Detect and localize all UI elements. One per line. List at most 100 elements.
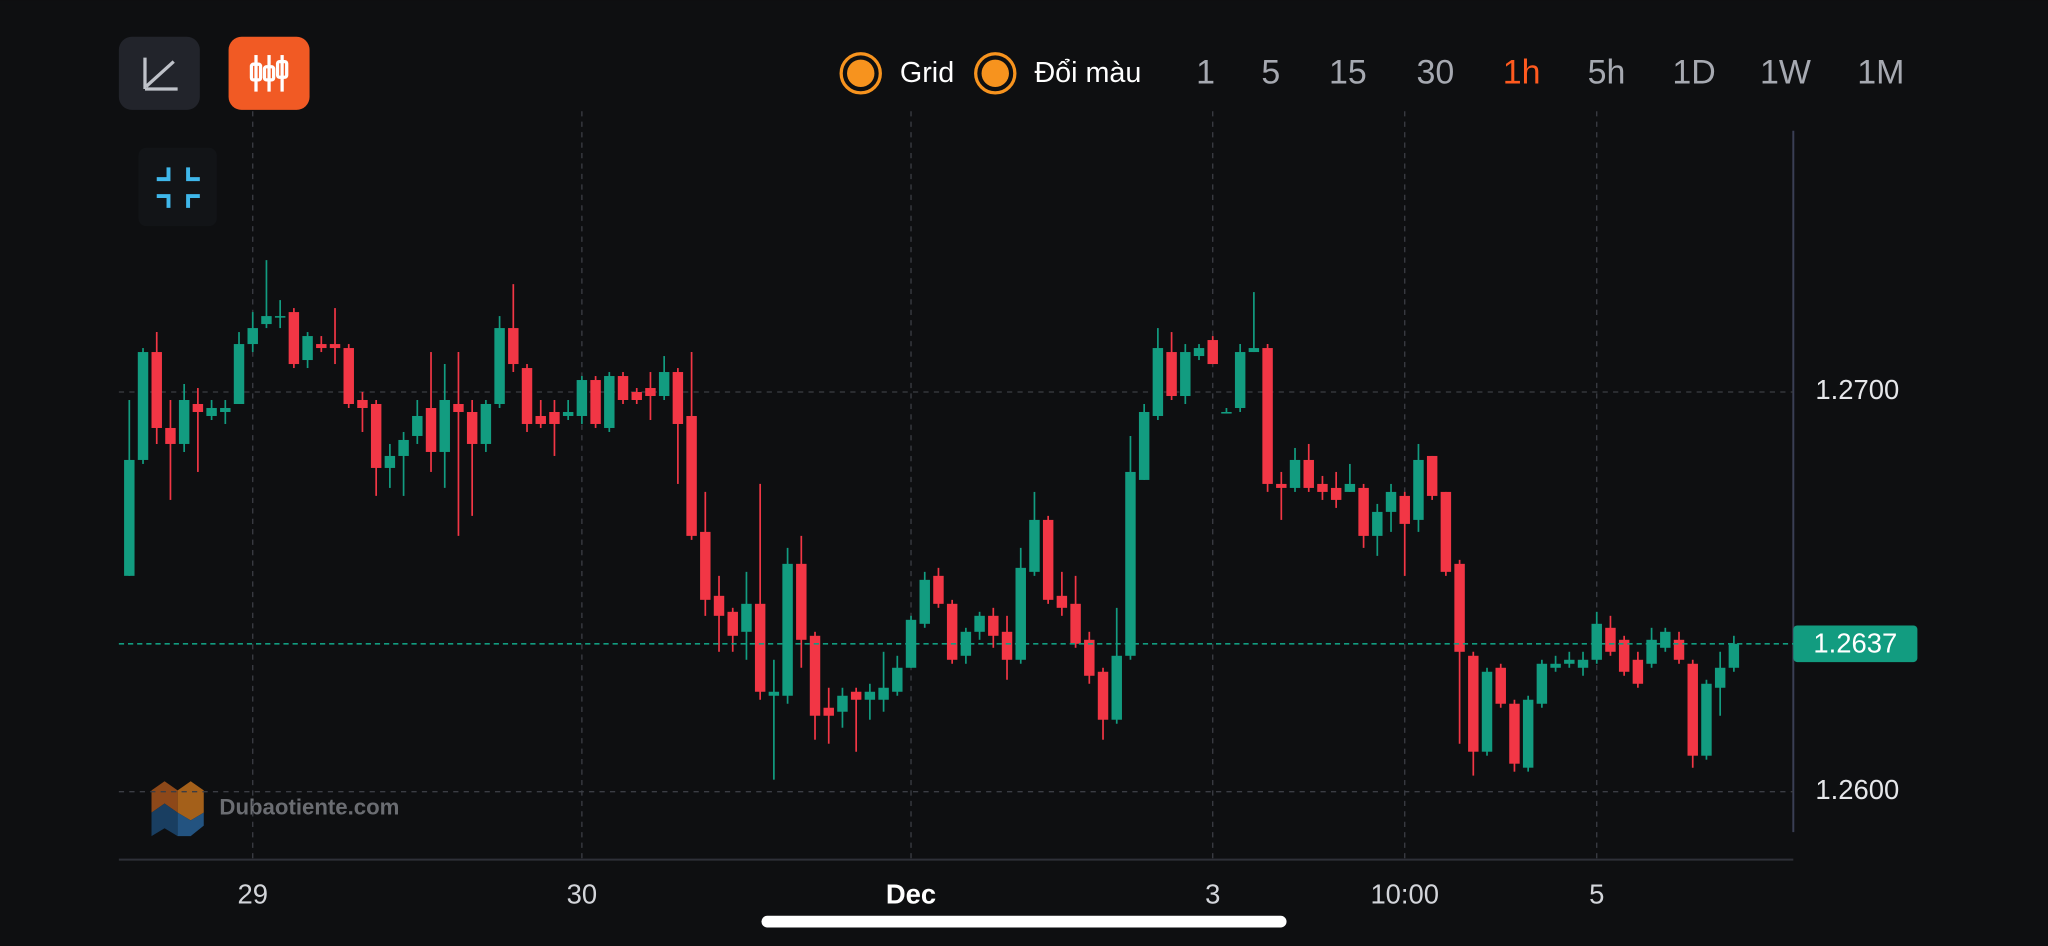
candle-body: [1714, 667, 1726, 688]
candle-body: [1330, 487, 1342, 500]
candle-body: [343, 348, 354, 405]
candle-body: [233, 344, 245, 405]
candle-body: [412, 415, 423, 436]
price-label-bg: [1793, 625, 1918, 663]
candle-body: [494, 328, 505, 405]
candle-body: [988, 615, 999, 636]
candle-body: [905, 619, 917, 668]
timeframe-button[interactable]: 30: [1417, 54, 1455, 92]
candle-body: [1426, 455, 1438, 496]
candle-body: [535, 415, 546, 424]
candle-body: [1166, 352, 1177, 397]
candle-body: [1399, 495, 1410, 524]
candle-body: [727, 611, 738, 636]
candle-body: [796, 563, 807, 640]
candle-body: [206, 407, 217, 416]
candle-body: [604, 376, 615, 428]
candle-body: [1070, 603, 1081, 644]
option-label[interactable]: Grid: [900, 57, 954, 89]
candle-body: [1207, 340, 1218, 365]
candle-body: [329, 344, 341, 349]
timeframe-button[interactable]: 1M: [1857, 54, 1904, 92]
candle-body: [864, 691, 876, 700]
radio-ring[interactable]: [974, 52, 1017, 95]
candle-body: [1509, 703, 1520, 764]
candle-body: [466, 411, 478, 444]
candle-body: [220, 407, 231, 412]
candle-body: [1015, 567, 1026, 660]
candle-body: [960, 631, 972, 656]
candle-chart-button[interactable]: [228, 36, 310, 110]
candle-body: [768, 691, 780, 696]
timeframe-button[interactable]: 1: [1196, 54, 1215, 92]
y-tick-label: 1.2700: [1815, 374, 1899, 405]
fit-icon: [156, 167, 200, 208]
candle-body: [1495, 667, 1506, 704]
candle-body: [892, 667, 903, 692]
candle-body: [1234, 352, 1246, 408]
x-tick-label: Dec: [886, 878, 936, 909]
candle-body: [165, 427, 176, 444]
button-bg: [138, 147, 217, 227]
candle-body: [357, 400, 368, 408]
candle-body: [1193, 348, 1205, 357]
candle-body: [1221, 411, 1232, 414]
candle-body: [425, 407, 437, 452]
candle-body: [850, 691, 862, 700]
candle-body: [1001, 631, 1013, 660]
candle-body: [1618, 639, 1630, 672]
candle-body: [631, 392, 642, 401]
home-indicator: [761, 915, 1287, 928]
candle-body: [1138, 411, 1150, 480]
candle-body: [453, 404, 464, 412]
candle-body: [686, 415, 697, 536]
candle-body: [1180, 352, 1191, 397]
candle-body: [480, 404, 492, 444]
candle-body: [1097, 671, 1109, 720]
candle-body: [261, 316, 272, 325]
candle-body: [933, 575, 944, 604]
timeframe-button[interactable]: 1W: [1760, 54, 1811, 92]
candle-body: [919, 579, 930, 624]
candle-body: [178, 400, 190, 444]
candle-body: [1673, 639, 1685, 660]
timeframe-button[interactable]: 5h: [1588, 54, 1626, 92]
option-label[interactable]: Đổi màu: [1034, 57, 1141, 89]
candle-body: [645, 388, 656, 397]
candle-body: [1276, 483, 1287, 488]
timeframe-button[interactable]: 5: [1261, 54, 1280, 92]
candle-body: [370, 404, 382, 468]
candle-body: [1577, 659, 1589, 668]
timeframe-button[interactable]: 1D: [1672, 54, 1715, 92]
candle-body: [1042, 519, 1054, 600]
candle-body: [1358, 487, 1369, 536]
candle-body: [1728, 643, 1740, 668]
fit-button[interactable]: [138, 147, 217, 227]
line-chart-button[interactable]: [118, 36, 200, 110]
candle-body: [1262, 348, 1273, 484]
logo-part: [151, 803, 178, 837]
candle-body: [1344, 483, 1356, 492]
candle-body: [1084, 639, 1095, 676]
x-tick-label: 30: [567, 878, 597, 909]
candle-body: [713, 595, 725, 616]
candle-body: [974, 615, 985, 632]
candle-body: [576, 380, 588, 416]
candle-body: [809, 635, 821, 716]
candle-body: [1125, 471, 1136, 656]
candle-body: [151, 352, 162, 428]
candle-body: [1289, 459, 1301, 488]
radio-dot: [847, 59, 875, 88]
candle-body: [316, 344, 327, 349]
x-tick-label: 10:00: [1370, 878, 1439, 909]
timeframe-button[interactable]: 15: [1329, 54, 1367, 92]
candle-body: [672, 372, 684, 424]
radio-ring[interactable]: [839, 52, 882, 95]
candle-body: [562, 411, 574, 416]
timeframe-button[interactable]: 1h: [1503, 54, 1541, 92]
candle-body: [247, 328, 258, 345]
candle-body: [1303, 459, 1314, 488]
candle-body: [137, 352, 149, 460]
